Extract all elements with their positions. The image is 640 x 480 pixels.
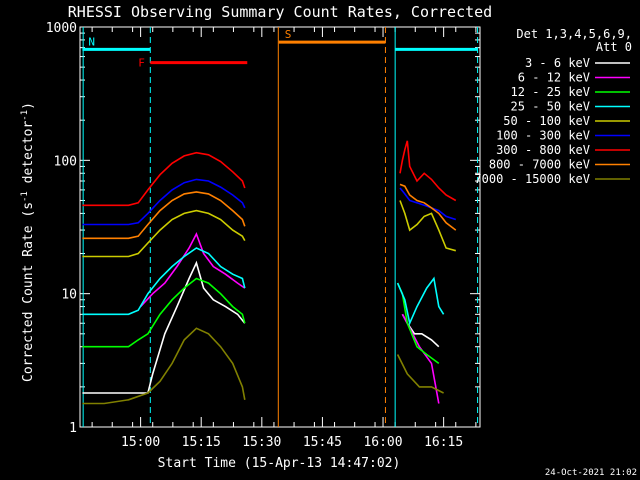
series-lines [82,140,457,405]
legend-label: 800 - 7000 keV [489,158,590,172]
series-line [82,260,246,394]
series-line [82,209,246,258]
series-line [396,354,444,394]
flag-label: F [138,57,145,70]
series-line [399,187,457,221]
x-tick-label: 15:15 [182,435,221,450]
chart-title: RHESSI Observing Summary Count Rates, Co… [68,3,492,21]
y-axis-label-part: detector [21,121,36,192]
legend-label: 7000 - 15000 keV [474,172,590,186]
series-line [82,327,246,405]
series-line [82,151,246,207]
flag-label: N [88,35,95,48]
plot-border [79,26,481,428]
y-tick-label: 1 [69,421,77,436]
series-800-7000-kev [82,183,457,240]
legend-label: 25 - 50 keV [511,100,590,114]
plot-frame [79,26,481,428]
series-7000-15000-kev [82,327,444,405]
flag-label: S [285,28,292,41]
y-axis-label-part: Corrected Count Rate (s [21,202,36,382]
series-line [396,282,440,365]
legend-header-att: Att 0 [596,40,632,54]
legend-label: 300 - 800 keV [496,143,590,157]
series-line [140,232,246,308]
x-axis-label: Start Time (15-Apr-13 14:47:02) [158,456,401,471]
x-tick-label: 15:30 [242,435,281,450]
series-line [401,313,440,348]
series-100-300-kev [82,178,457,226]
legend-label: 12 - 25 keV [511,85,590,99]
axis-ticks: 1 10 100 1000 15:00 15:15 15:30 15:45 16:00 16:15 [46,21,480,450]
series-50-100-kev [82,200,457,258]
series-line [399,140,457,202]
series-line [82,277,246,348]
legend-label: 100 - 300 keV [496,129,590,143]
series-line [399,183,457,231]
date-stamp: 24-Oct-2021 21:02 [545,468,637,478]
series-line [82,247,246,316]
y-axis-label-part: ) [21,102,36,110]
series-line [82,191,246,240]
series-line [82,178,246,226]
x-tick-label: 16:00 [363,435,402,450]
y-axis-label: Corrected Count Rate (s-1 detector-1) [20,102,36,382]
series-300-800-kev [82,140,457,207]
y-axis-label-exp: -1 [20,110,30,121]
x-tick-label: 15:00 [121,435,160,450]
series-line [401,313,440,404]
series-line [399,200,457,252]
interval-lines [82,27,479,427]
legend-label: 6 - 12 keV [518,71,590,85]
series-25-50-kev [82,247,445,326]
y-tick-label: 1000 [46,21,77,36]
x-tick-label: 15:45 [303,435,342,450]
legend-label: 50 - 100 keV [503,114,590,128]
y-tick-label: 10 [61,288,77,303]
y-tick-label: 100 [54,154,77,169]
flag-bars: N F S [82,28,478,70]
x-tick-label: 16:15 [424,435,463,450]
series-line [396,276,445,326]
legend-header: Det 1,3,4,5,6,9, [516,27,632,41]
series-6-12-kev [140,232,440,404]
y-axis-label-exp: -1 [20,191,30,202]
legend-label: 3 - 6 keV [525,56,590,70]
